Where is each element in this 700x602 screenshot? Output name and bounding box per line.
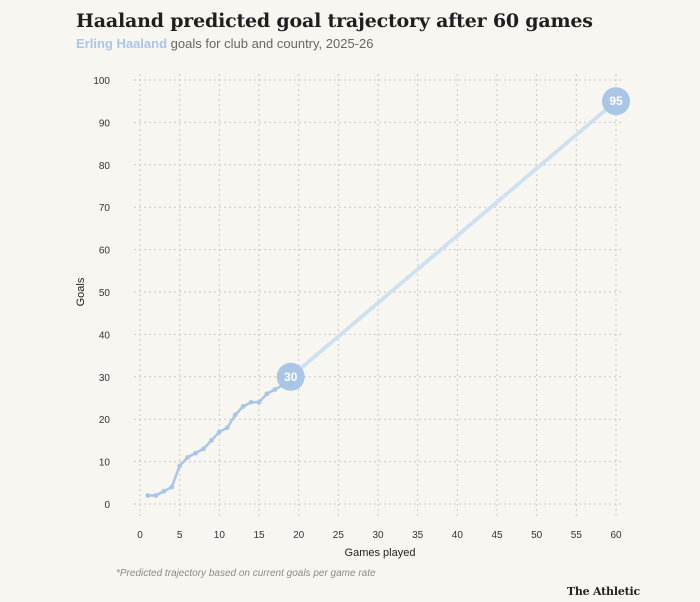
y-tick-label-30: 30 xyxy=(99,373,111,384)
actual-goals-point-11 xyxy=(224,425,230,431)
actual-goals-point-13 xyxy=(240,404,246,409)
y-tick-label-20: 20 xyxy=(99,415,111,426)
x-tick-label-5: 5 xyxy=(177,530,183,541)
actual-goals-point-6 xyxy=(185,454,191,460)
x-tick-label-10: 10 xyxy=(214,530,226,541)
chart-title: Haaland predicted goal trajectory after … xyxy=(76,10,593,32)
x-tick-label-15: 15 xyxy=(253,530,265,541)
y-tick-label-100: 100 xyxy=(93,76,110,87)
footnote: *Predicted trajectory based on current g… xyxy=(116,568,376,579)
annotation-label-95: 95 xyxy=(609,94,623,108)
x-tick-label-25: 25 xyxy=(333,530,345,541)
y-axis-label: Goals xyxy=(75,277,87,306)
actual-goals-point-9 xyxy=(209,438,214,443)
actual-goals-point-7 xyxy=(193,450,198,456)
predicted-trajectory-line xyxy=(288,99,618,379)
actual-goals-point-17 xyxy=(272,387,278,392)
subtitle-text: goals for club and country, 2025-26 xyxy=(167,36,374,51)
y-tick-label-10: 10 xyxy=(99,458,111,469)
annotation-bubble-95 xyxy=(602,87,630,116)
y-tick-label-50: 50 xyxy=(99,288,111,299)
annotation-label-30: 30 xyxy=(284,370,298,384)
actual-goals-point-10 xyxy=(216,429,222,435)
annotation-bubble-30 xyxy=(276,362,305,391)
x-tick-label-40: 40 xyxy=(452,530,464,541)
x-tick-label-60: 60 xyxy=(610,530,622,541)
y-tick-label-0: 0 xyxy=(104,500,110,511)
actual-goals-point-1 xyxy=(145,493,151,498)
x-axis-label: Games played xyxy=(345,547,416,559)
subtitle-player-name: Erling Haaland xyxy=(76,36,168,51)
chart-subtitle: Erling Haaland goals for club and countr… xyxy=(76,36,373,51)
brand-logo: The Athletic xyxy=(566,585,640,598)
actual-goals-point-3 xyxy=(161,488,167,494)
x-tick-label-0: 0 xyxy=(137,530,143,541)
x-tick-label-45: 45 xyxy=(491,530,503,541)
x-tick-label-30: 30 xyxy=(372,530,384,541)
x-tick-label-20: 20 xyxy=(293,530,305,541)
actual-goals-point-2 xyxy=(153,493,159,498)
actual-goals-point-15 xyxy=(256,399,262,405)
actual-goals-point-8 xyxy=(201,446,206,452)
x-tick-label-55: 55 xyxy=(571,530,583,541)
x-tick-label-50: 50 xyxy=(531,530,543,541)
y-tick-label-60: 60 xyxy=(99,246,111,257)
actual-goals-point-12 xyxy=(232,412,238,418)
y-tick-label-80: 80 xyxy=(99,161,111,172)
y-tick-label-40: 40 xyxy=(99,330,111,341)
y-tick-label-90: 90 xyxy=(99,118,111,129)
actual-goals-point-14 xyxy=(248,399,254,405)
actual-goals-point-5 xyxy=(177,463,183,469)
x-tick-label-35: 35 xyxy=(412,530,424,541)
actual-goals-point-4 xyxy=(169,484,175,490)
y-tick-label-70: 70 xyxy=(99,203,111,214)
actual-goals-point-16 xyxy=(264,391,270,397)
